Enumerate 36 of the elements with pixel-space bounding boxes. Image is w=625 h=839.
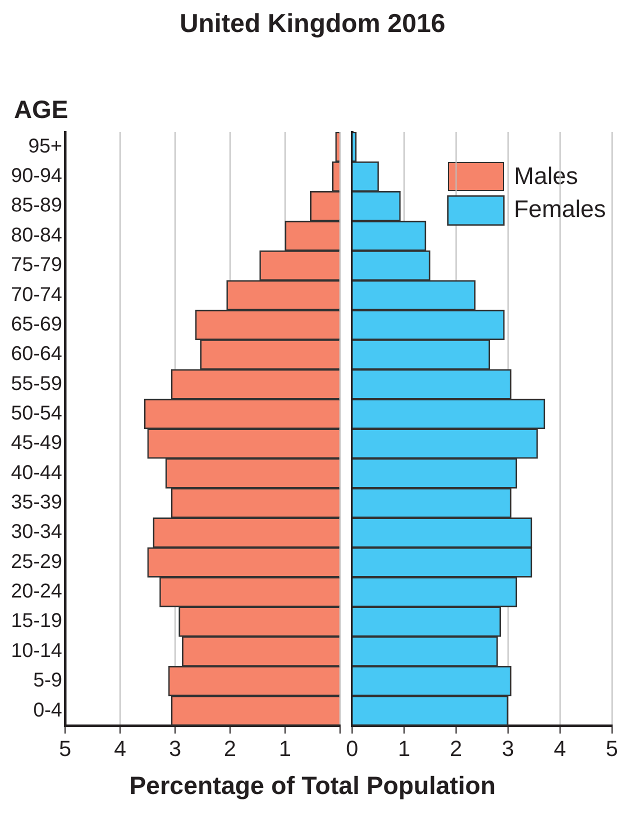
y-tick-label: 40-44	[10, 462, 62, 484]
y-tick-label: 20-24	[10, 580, 62, 603]
y-tick-label: 85-89	[10, 194, 62, 217]
x-tick-label: 1	[398, 736, 410, 761]
y-tick-label: 60-64	[10, 343, 62, 366]
y-tick-label: 95+	[28, 135, 62, 158]
x-tick-label: 4	[554, 736, 566, 761]
x-tick-label: 1	[278, 736, 292, 761]
x-tick-label: 2	[450, 736, 462, 761]
y-tick-label: 15-19	[10, 610, 62, 632]
x-axis-title: Percentage of Total Population	[128, 772, 497, 801]
x-tick-label: 2	[224, 736, 236, 761]
x-tick-label: 0	[346, 736, 358, 761]
y-tick-label: 75-79	[10, 254, 62, 276]
y-axis-title: AGE	[14, 96, 68, 125]
y-tick-label: 0-4	[33, 699, 62, 722]
y-tick-label: 70-74	[10, 284, 62, 306]
legend-label: Males	[514, 162, 578, 190]
x-tick-label: 3	[502, 736, 514, 761]
x-tick-label: 5	[59, 736, 72, 761]
y-tick-label: 35-39	[10, 492, 62, 514]
y-tick-label: 65-69	[10, 313, 62, 336]
y-tick-label: 45-49	[10, 432, 62, 454]
y-tick-label: 10-14	[10, 640, 62, 662]
y-tick-label: 55-59	[10, 372, 62, 395]
y-tick-label: 25-29	[10, 550, 62, 573]
y-tick-label: 5-9	[33, 670, 62, 692]
legend-label: Females	[514, 196, 606, 224]
x-tick-label: 5	[606, 736, 618, 761]
y-tick-label: 80-84	[10, 224, 62, 246]
x-tick-label: 3	[168, 736, 182, 761]
y-tick-label: 90-94	[10, 165, 62, 188]
y-tick-label: 50-54	[10, 402, 62, 424]
x-tick-label: 4	[114, 736, 126, 761]
y-tick-label: 30-34	[10, 521, 62, 544]
chart-title: United Kingdom 2016	[178, 8, 446, 40]
